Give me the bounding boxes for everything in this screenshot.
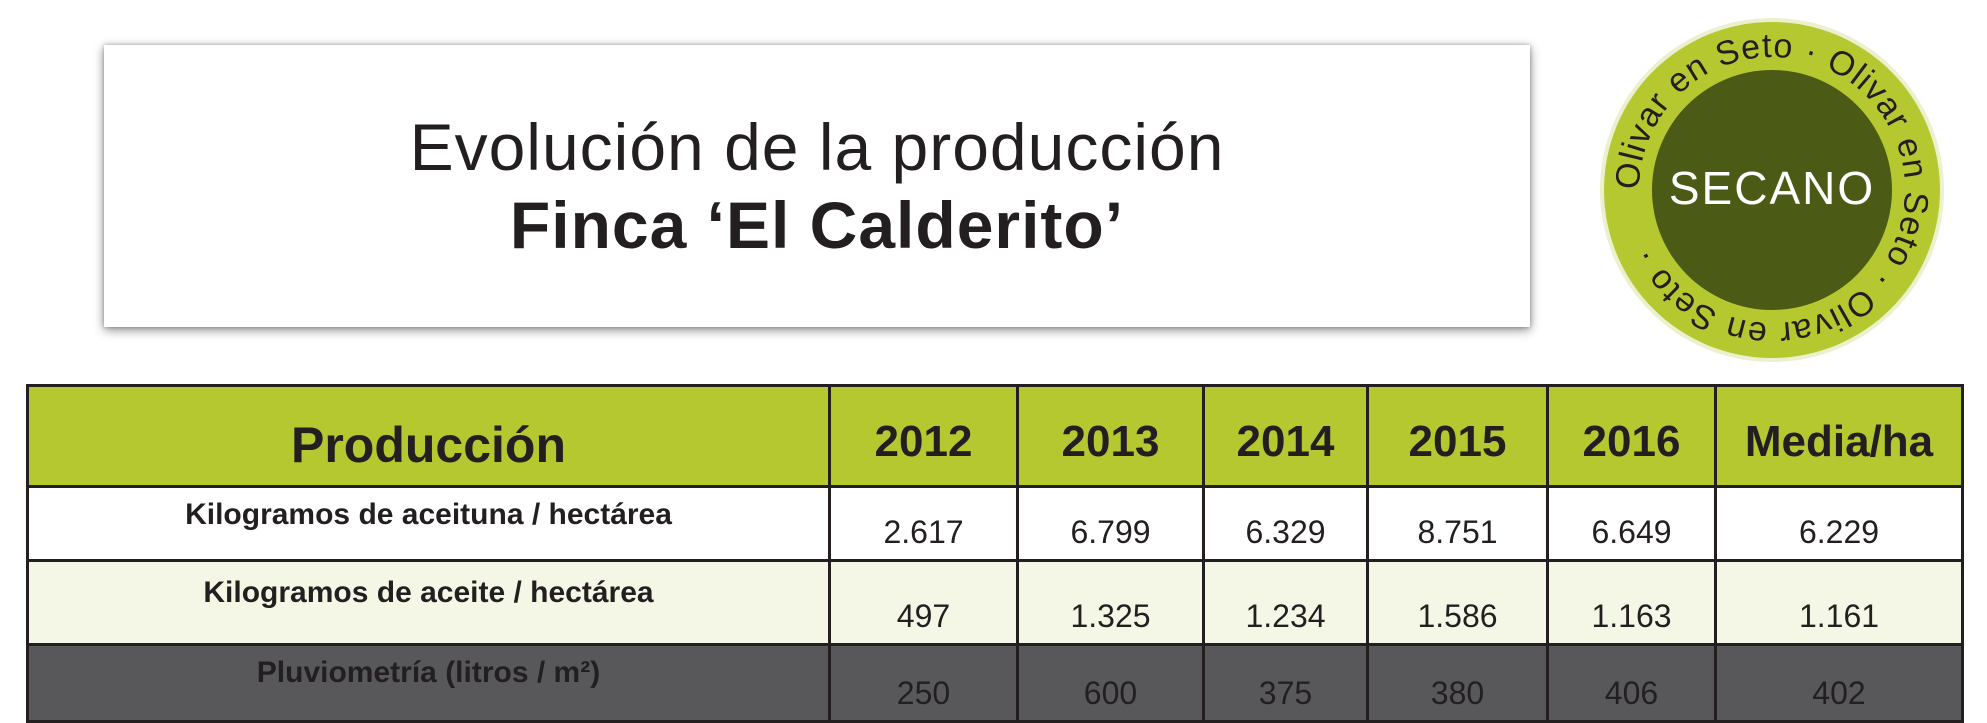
table-cell: 1.586: [1366, 559, 1549, 646]
table-cell: 6.799: [1016, 485, 1205, 562]
table-cell: 1.325: [1016, 559, 1205, 646]
table-cell: 1.234: [1202, 559, 1369, 646]
table-cell: 1.163: [1546, 559, 1717, 646]
table-cell: 497: [828, 559, 1019, 646]
row-label: Kilogramos de aceite / hectárea: [26, 559, 831, 646]
table-cell: 6.329: [1202, 485, 1369, 562]
header-2015: 2015: [1366, 384, 1549, 488]
table-cell: 600: [1016, 643, 1205, 723]
table-header-row: Producción 2012 2013 2014 2015 2016 Medi…: [26, 384, 1964, 488]
table-row: Pluviometría (litros / m²) 250 600 375 3…: [26, 643, 1964, 723]
row-label: Kilogramos de aceituna / hectárea: [26, 485, 831, 562]
table-cell: 6.649: [1546, 485, 1717, 562]
row-label: Pluviometría (litros / m²): [26, 643, 831, 723]
table-cell: 1.161: [1714, 559, 1964, 646]
secano-badge-icon: Olivar en Seto · Olivar en Seto · Olivar…: [1600, 18, 1944, 362]
page-subtitle: Finca ‘El Calderito’: [509, 188, 1125, 262]
table-row: Kilogramos de aceituna / hectárea 2.617 …: [26, 485, 1964, 562]
title-box: Evolución de la producción Finca ‘El Cal…: [104, 45, 1530, 327]
header-produccion: Producción: [26, 384, 831, 488]
table-cell: 6.229: [1714, 485, 1964, 562]
production-table: Producción 2012 2013 2014 2015 2016 Medi…: [26, 384, 1964, 723]
badge-center-text: SECANO: [1669, 162, 1875, 214]
table-cell: 2.617: [828, 485, 1019, 562]
table-cell: 375: [1202, 643, 1369, 723]
table-cell: 380: [1366, 643, 1549, 723]
table-cell: 250: [828, 643, 1019, 723]
header-2014: 2014: [1202, 384, 1369, 488]
header-2012: 2012: [828, 384, 1019, 488]
page-title: Evolución de la producción: [409, 110, 1225, 184]
header-media: Media/ha: [1714, 384, 1964, 488]
table-cell: 8.751: [1366, 485, 1549, 562]
header-2016: 2016: [1546, 384, 1717, 488]
table-cell: 406: [1546, 643, 1717, 723]
table-cell: 402: [1714, 643, 1964, 723]
table-row: Kilogramos de aceite / hectárea 497 1.32…: [26, 559, 1964, 646]
header-2013: 2013: [1016, 384, 1205, 488]
badge-center: [1652, 70, 1892, 310]
